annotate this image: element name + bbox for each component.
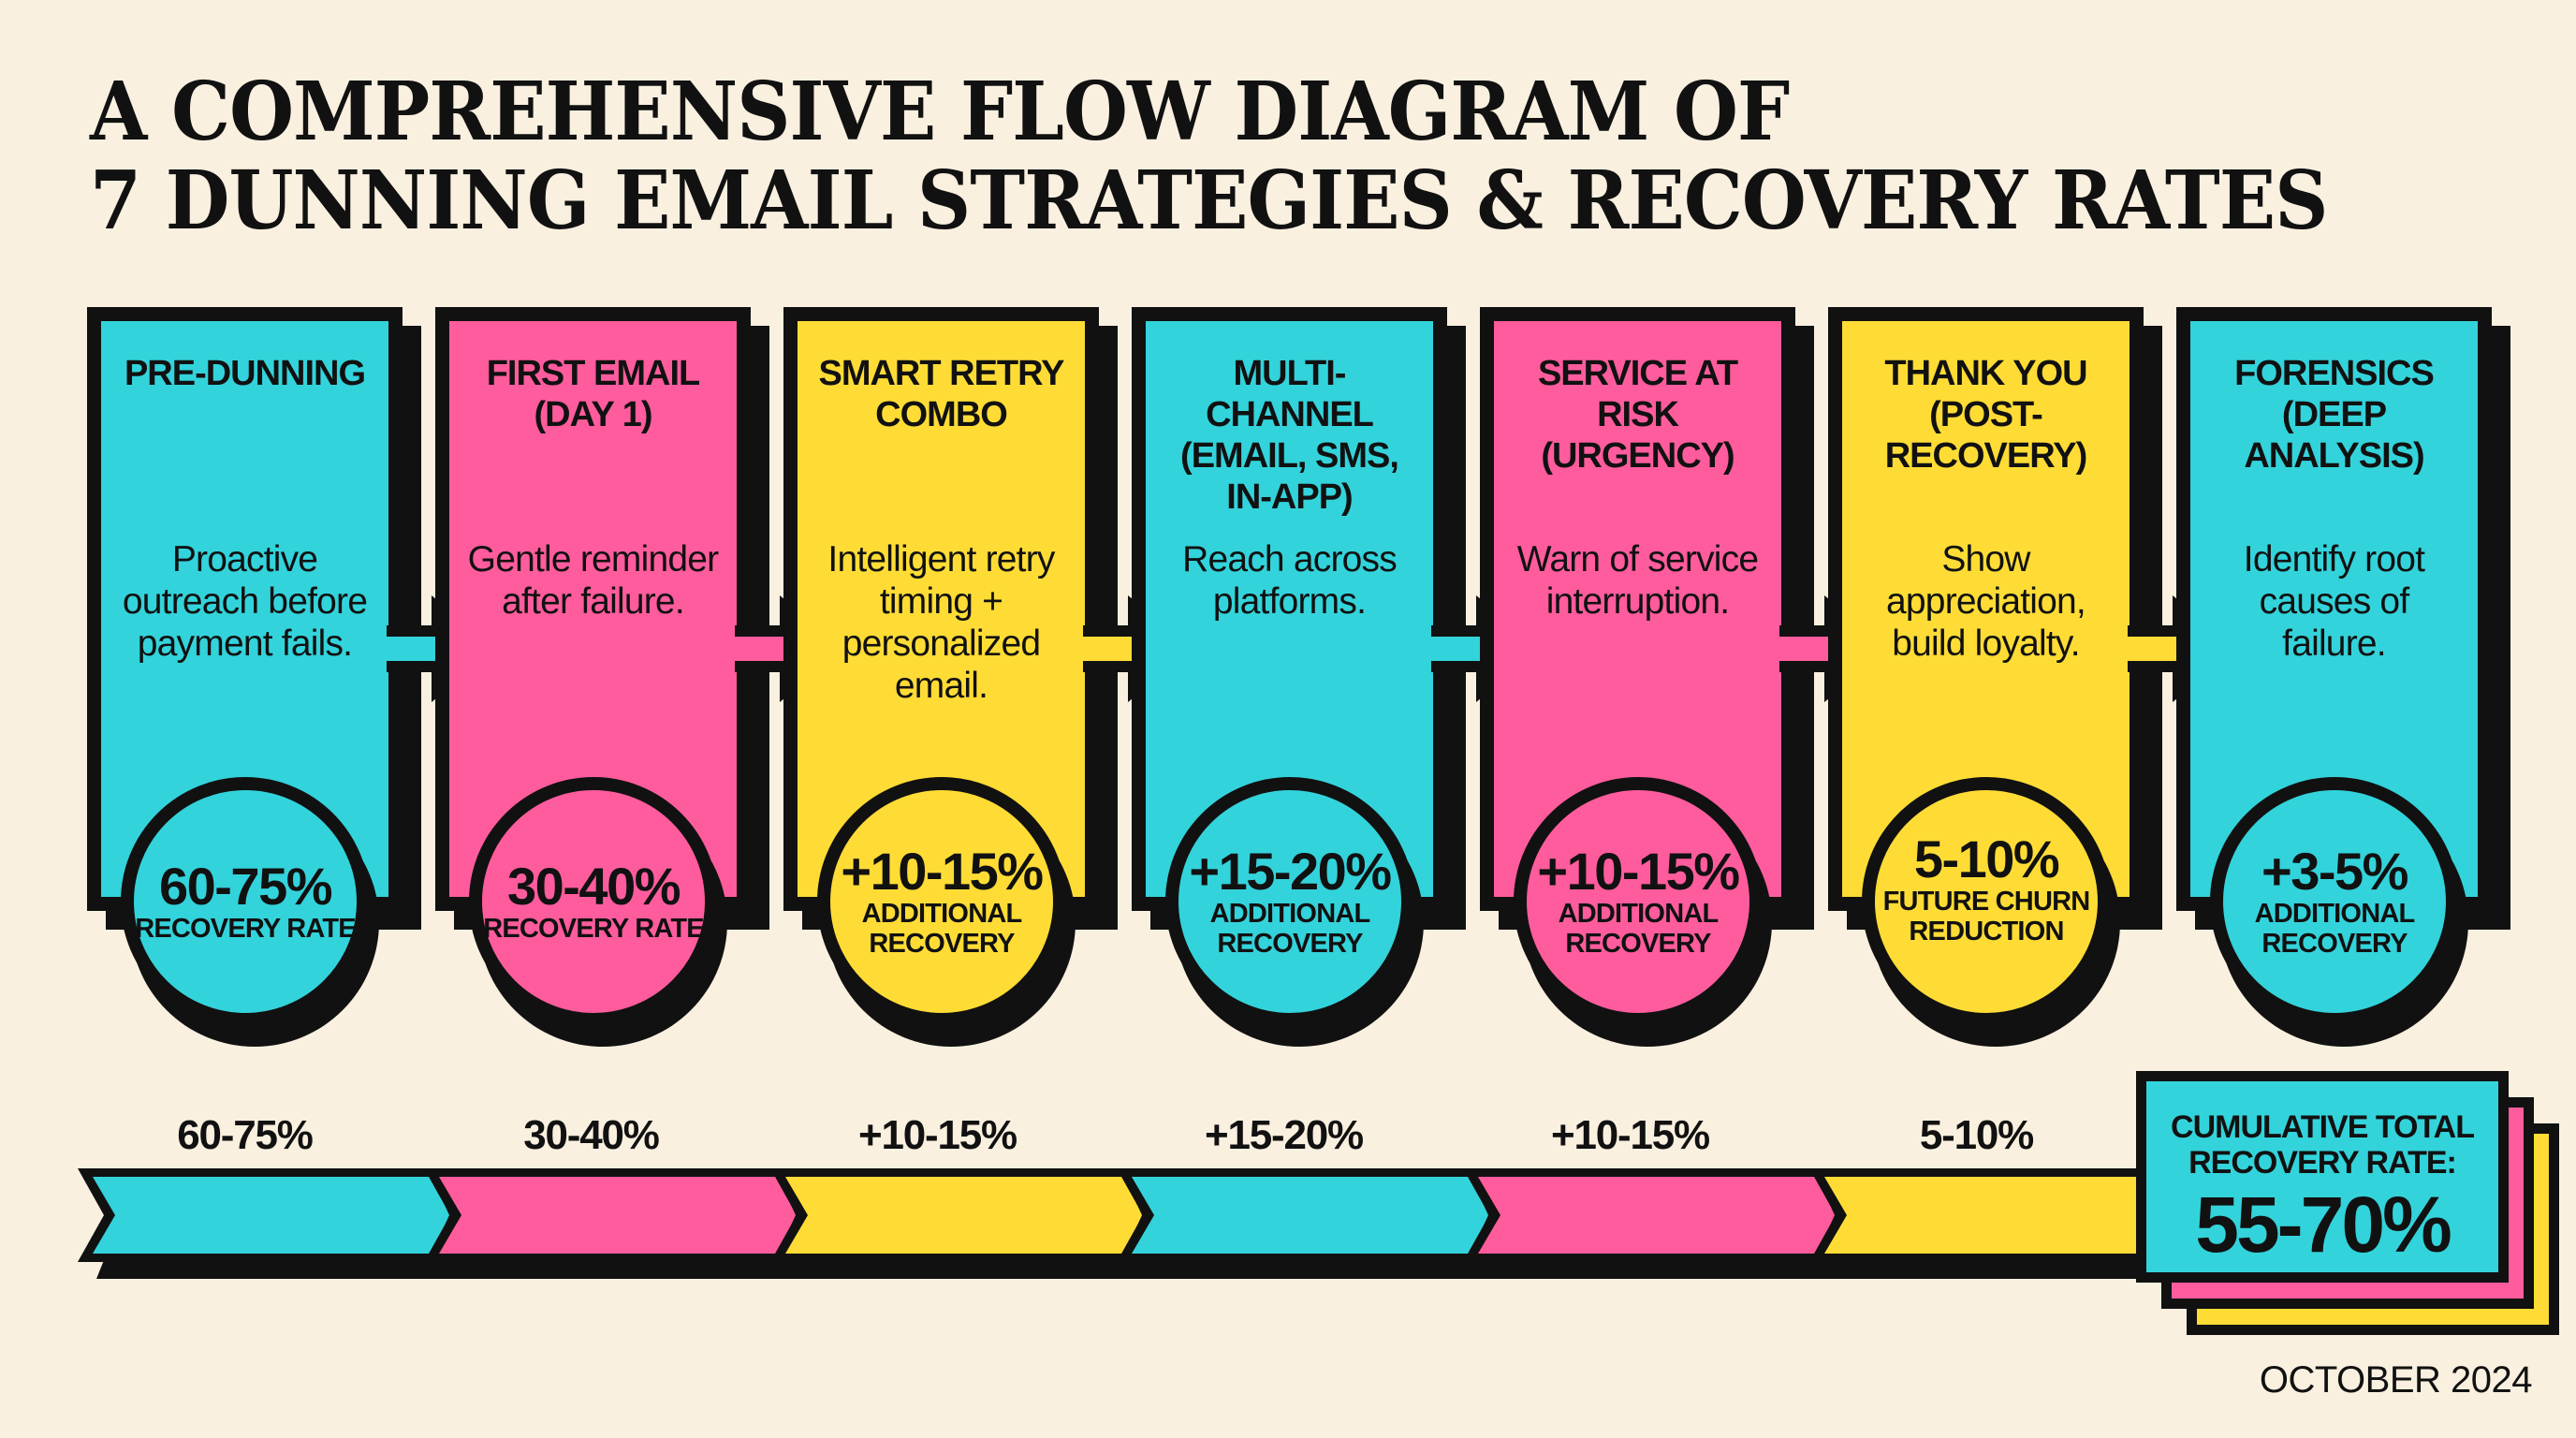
- timeline-chevron: [1463, 1168, 1856, 1284]
- stage-description: Reach across platforms.: [1182, 539, 1398, 622]
- stage-heading: MULTI-CHANNEL (EMAIL, SMS, IN-APP): [1180, 354, 1399, 517]
- stage-description: Proactive outreach before payment fails.: [122, 539, 368, 664]
- stage-description: Intelligent retry timing + personalized …: [827, 539, 1055, 706]
- stage-description: Warn of service interruption.: [1516, 539, 1759, 622]
- stage-heading: THANK YOU (POST-RECOVERY): [1884, 354, 2087, 476]
- badge-value: +10-15%: [1537, 842, 1740, 901]
- stage-description: Gentle reminder after failure.: [467, 539, 719, 622]
- badge-value: 30-40%: [506, 857, 681, 916]
- badge-value: +15-20%: [1189, 842, 1392, 901]
- cumulative-label: CUMULATIVE TOTAL RECOVERY RATE:: [2171, 1109, 2475, 1181]
- recovery-badge: 5-10% FUTURE CHURN REDUCTION: [1862, 777, 2120, 1047]
- title-line-2: 7 DUNNING EMAIL STRATEGIES & RECOVERY RA…: [90, 154, 2328, 248]
- title-line-1: A COMPREHENSIVE FLOW DIAGRAM OF: [90, 65, 1790, 159]
- cumulative-total-box: CUMULATIVE TOTAL RECOVERY RATE: 55-70%: [2136, 1071, 2509, 1283]
- recovery-badge: 60-75% RECOVERY RATE: [121, 777, 379, 1047]
- stage-description: Show appreciation, build loyalty.: [1886, 539, 2086, 664]
- badge-value: +3-5%: [2261, 842, 2408, 901]
- card-body: PRE-DUNNING Proactive outreach before pay…: [87, 307, 402, 911]
- timeline-label: +10-15%: [858, 1112, 1017, 1158]
- badge-label: ADDITIONAL RECOVERY: [1209, 899, 1371, 959]
- badge-face: 30-40% RECOVERY RATE: [469, 777, 718, 1026]
- timeline-label: +15-20%: [1205, 1112, 1364, 1158]
- badge-label: FUTURE CHURN REDUCTION: [1882, 887, 2091, 946]
- stage-card: SMART RETRY COMBO Intelligent retry timin…: [783, 307, 1118, 930]
- timeline-label: +10-15%: [1551, 1112, 1710, 1158]
- badge-label: RECOVERY RATE: [135, 914, 356, 944]
- badge-face: +10-15% ADDITIONAL RECOVERY: [1514, 777, 1763, 1026]
- stage-heading: SMART RETRY COMBO: [818, 354, 1064, 434]
- stage-heading: FORENSICS (DEEP ANALYSIS): [2234, 354, 2435, 476]
- stage-description: Identify root causes of failure.: [2243, 539, 2425, 664]
- timeline-label: 60-75%: [177, 1112, 314, 1158]
- recovery-badge: +15-20% ADDITIONAL RECOVERY: [1165, 777, 1424, 1047]
- badge-value: 5-10%: [1913, 829, 2060, 888]
- badge-value: +10-15%: [841, 842, 1044, 901]
- stage-card: PRE-DUNNING Proactive outreach before pay…: [87, 307, 421, 930]
- timeline-label: 5-10%: [1919, 1112, 2034, 1158]
- badge-label: RECOVERY RATE: [483, 914, 704, 944]
- badge-face: +15-20% ADDITIONAL RECOVERY: [1165, 777, 1414, 1026]
- recovery-badge: 30-40% RECOVERY RATE: [469, 777, 727, 1047]
- stage-heading: SERVICE AT RISK (URGENCY): [1537, 354, 1738, 476]
- timeline-chevron: [78, 1168, 471, 1284]
- badge-value: 60-75%: [158, 857, 333, 916]
- badge-face: +10-15% ADDITIONAL RECOVERY: [817, 777, 1066, 1026]
- badge-label: ADDITIONAL RECOVERY: [2254, 899, 2416, 959]
- timeline-chevron: [1809, 1168, 2203, 1284]
- badge-face: 5-10% FUTURE CHURN REDUCTION: [1862, 777, 2111, 1026]
- badge-label: ADDITIONAL RECOVERY: [1558, 899, 1720, 959]
- recovery-badge: +3-5% ADDITIONAL RECOVERY: [2210, 777, 2468, 1047]
- timeline-label: 30-40%: [523, 1112, 660, 1158]
- badge-face: +3-5% ADDITIONAL RECOVERY: [2210, 777, 2459, 1026]
- badge-label: ADDITIONAL RECOVERY: [861, 899, 1023, 959]
- footer-date: OCTOBER 2024: [2259, 1359, 2533, 1401]
- timeline-chevron: [770, 1168, 1164, 1284]
- timeline-chevron: [424, 1168, 817, 1284]
- timeline-chevron: [1117, 1168, 1510, 1284]
- recovery-badge: +10-15% ADDITIONAL RECOVERY: [1514, 777, 1772, 1047]
- recovery-badge: +10-15% ADDITIONAL RECOVERY: [817, 777, 1076, 1047]
- stage-heading: FIRST EMAIL (DAY 1): [486, 354, 701, 434]
- card-body: SMART RETRY COMBO Intelligent retry timin…: [783, 307, 1099, 911]
- stage-heading: PRE-DUNNING: [124, 354, 366, 393]
- cumulative-value: 55-70%: [2195, 1181, 2452, 1269]
- badge-face: 60-75% RECOVERY RATE: [121, 777, 370, 1026]
- page-title: A COMPREHENSIVE FLOW DIAGRAM OF 7 DUNNIN…: [90, 65, 2328, 248]
